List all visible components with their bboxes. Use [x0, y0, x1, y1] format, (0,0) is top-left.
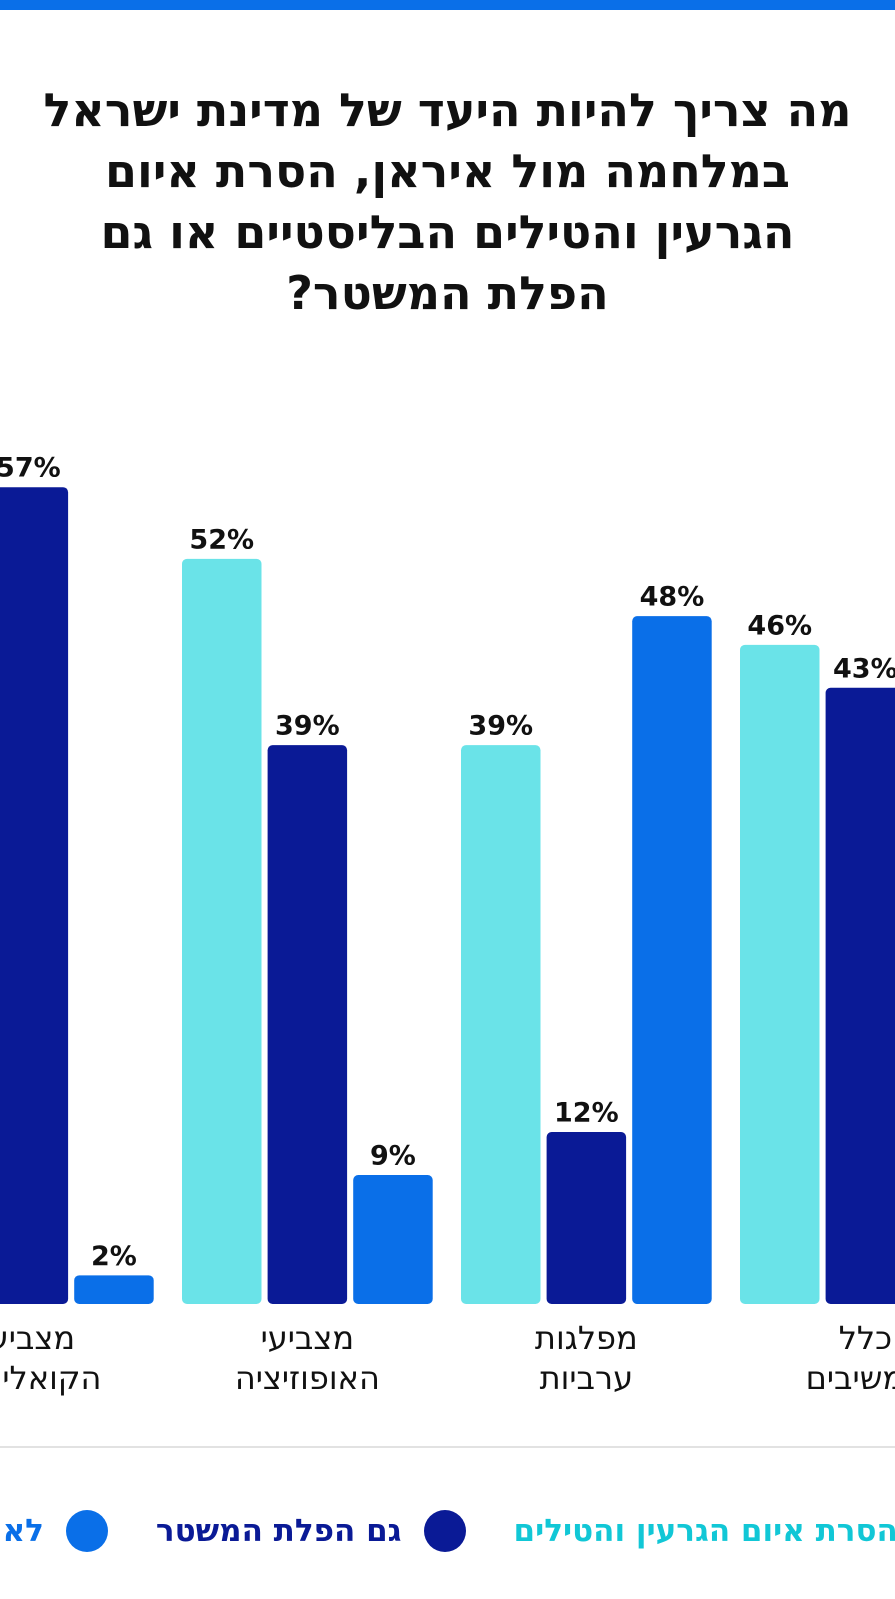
bar: [353, 1175, 433, 1304]
value-label: 9%: [370, 1141, 416, 1172]
bar: [632, 616, 712, 1304]
value-label: 2%: [91, 1241, 137, 1272]
bar: [0, 487, 69, 1304]
category-label: מצביעי האופוזיציה: [234, 1319, 380, 1397]
value-label: 39%: [275, 711, 340, 742]
value-label: 12%: [554, 1098, 619, 1129]
value-label: 57%: [0, 453, 61, 484]
value-label: 52%: [189, 524, 254, 555]
bar: [546, 1132, 627, 1304]
divider: [0, 1446, 895, 1448]
legend: הסרת איום הגרעין והטילים גם הפלת המשטר לא …: [0, 1510, 895, 1552]
legend-swatch: [65, 1510, 108, 1552]
category-label: כלל המשיבים: [805, 1319, 895, 1397]
category-label: מצביעי הקואליציה: [0, 1319, 102, 1397]
bar: [461, 745, 541, 1304]
top-bar: [0, 0, 895, 10]
bar: [825, 687, 895, 1304]
legend-item: הסרת איום הגרעין והטילים: [514, 1510, 895, 1552]
value-label: 39%: [468, 711, 533, 742]
legend-label: לא יודע: [0, 1513, 44, 1549]
legend-item: גם הפלת המשטר: [156, 1510, 466, 1552]
bar: [740, 644, 820, 1304]
legend-label: הסרת איום הגרעין והטילים: [513, 1513, 895, 1549]
title-line: הפלת המשטר?: [286, 266, 609, 320]
value-label: 48%: [640, 582, 705, 613]
title-line: במלחמה מול איראן, הסרת איום: [105, 144, 790, 198]
legend-label: גם הפלת המשטר: [155, 1513, 402, 1549]
bar: [182, 558, 262, 1304]
category-label: מפלגות ערביות: [534, 1319, 638, 1397]
bar: [74, 1275, 154, 1304]
value-label: 43%: [833, 653, 895, 684]
value-label: 46%: [747, 610, 812, 641]
legend-swatch: [423, 1510, 466, 1552]
legend-item: לא יודע: [0, 1510, 108, 1552]
chart-title: מה צריך להיות היעד של מדינת ישראל במלחמה …: [0, 80, 895, 324]
title-line: הגרעין והטילים הבליסטיים או גם: [100, 205, 795, 259]
title-line: מה צריך להיות היעד של מדינת ישראל: [43, 83, 852, 137]
bar: [267, 745, 348, 1304]
